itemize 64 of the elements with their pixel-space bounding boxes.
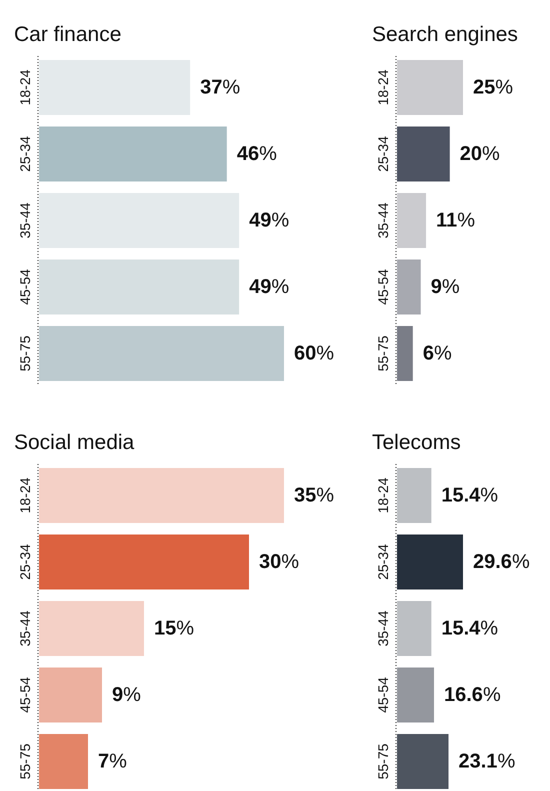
data-label: 9% (112, 684, 142, 706)
data-label: 7% (98, 750, 128, 773)
y-tick-label: 35-44 (375, 202, 391, 238)
y-tick-label: 25-34 (17, 136, 33, 172)
bar (397, 326, 413, 381)
data-label: 35% (294, 484, 334, 507)
data-label: 49% (249, 210, 290, 232)
data-label: 11% (436, 210, 476, 232)
data-label: 60% (294, 342, 334, 365)
data-label: 6% (422, 342, 452, 365)
y-tick-label: 55-75 (375, 743, 391, 780)
bar (39, 126, 227, 182)
y-tick-label: 55-75 (17, 335, 33, 372)
y-tick-label: 45-54 (17, 268, 33, 305)
bar (39, 326, 284, 381)
y-tick-label: 18-24 (375, 477, 391, 514)
y-tick-label: 18-24 (17, 69, 33, 106)
data-label: 25% (473, 76, 514, 99)
y-tick-label: 45-54 (375, 676, 391, 713)
bar (397, 601, 432, 656)
bar (39, 193, 240, 248)
y-tick-label: 25-34 (375, 544, 391, 580)
bar (39, 534, 249, 590)
y-tick-label: 25-34 (375, 136, 391, 172)
data-label: 15.4% (441, 618, 498, 640)
bar (397, 668, 434, 722)
y-tick-label: 18-24 (17, 477, 33, 514)
bar (39, 60, 190, 115)
bar (397, 193, 426, 248)
bar (39, 601, 144, 656)
bar (39, 668, 102, 722)
chart-title: Car finance (14, 23, 122, 46)
data-label: 49% (249, 276, 290, 298)
bar (397, 260, 421, 314)
chart-title: Search engines (372, 23, 518, 46)
data-label: 15% (154, 618, 194, 640)
y-tick-label: 55-75 (17, 743, 33, 780)
data-label: 37% (200, 76, 240, 99)
y-tick-label: 55-75 (375, 335, 391, 372)
data-label: 30% (259, 551, 300, 574)
bar (397, 534, 463, 590)
y-tick-label: 25-34 (17, 544, 33, 580)
bar (397, 60, 463, 115)
chart-title: Social media (14, 431, 135, 454)
data-label: 9% (430, 276, 460, 298)
y-tick-label: 35-44 (17, 610, 33, 646)
data-label: 20% (460, 143, 500, 166)
y-tick-label: 35-44 (375, 610, 391, 646)
y-tick-label: 45-54 (17, 676, 33, 713)
data-label: 23.1% (458, 750, 516, 773)
bar (39, 468, 284, 523)
bar (397, 126, 450, 182)
data-label: 46% (236, 143, 278, 166)
bar (397, 734, 449, 789)
chart-title: Telecoms (372, 431, 461, 454)
y-tick-label: 35-44 (17, 202, 33, 238)
y-tick-label: 18-24 (375, 69, 391, 106)
bar (39, 734, 88, 789)
data-label: 15.4% (441, 484, 498, 507)
data-label: 29.6% (473, 551, 530, 574)
bar (39, 260, 240, 314)
y-tick-label: 45-54 (375, 268, 391, 305)
data-label: 16.6% (444, 684, 501, 706)
bar (397, 468, 432, 523)
